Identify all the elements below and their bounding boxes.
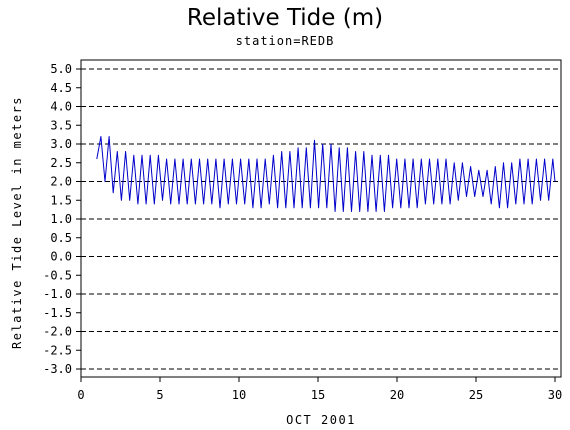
- y-tick-label: 1.0: [50, 212, 72, 226]
- y-tick-label: 2.5: [50, 156, 72, 170]
- y-tick-label: -0.5: [43, 268, 72, 282]
- axes: [76, 59, 562, 382]
- y-tick-label: -2.0: [43, 325, 72, 339]
- y-tick-label: 0.0: [50, 250, 72, 264]
- axis-labels: 5.0 4.5 4.0 3.5 3.0 2.5 2.0 1.5 1.0 0.5 0.0 -0.5 -1.…: [10, 62, 562, 427]
- y-tick-label: 3.0: [50, 137, 72, 151]
- x-tick-label: 0: [77, 388, 84, 402]
- y-tick-label: 1.5: [50, 193, 72, 207]
- y-tick-label: -3.0: [43, 362, 72, 376]
- chart-subtitle: station=REDB: [235, 34, 335, 48]
- y-tick-label: 4.5: [50, 81, 72, 95]
- y-tick-label: -1.0: [43, 287, 72, 301]
- x-tick-label: 10: [232, 388, 246, 402]
- y-tick-label: 0.5: [50, 231, 72, 245]
- y-tick-label: 4.0: [50, 100, 72, 114]
- x-tick-label: 20: [390, 388, 404, 402]
- x-tick-label: 15: [311, 388, 325, 402]
- grid-lines: [81, 68, 561, 370]
- x-tick-label: 5: [156, 388, 163, 402]
- y-tick-label: 2.0: [50, 175, 72, 189]
- series-layer: [96, 136, 556, 212]
- x-tick-label: 30: [548, 388, 562, 402]
- y-tick-label: -1.5: [43, 306, 72, 320]
- chart-title: Relative Tide (m): [186, 5, 384, 31]
- y-axis-label: Relative Tide Level in meters: [10, 96, 24, 349]
- y-tick-label: -2.5: [43, 343, 72, 357]
- y-tick-label: 5.0: [50, 62, 72, 76]
- x-axis-label: OCT 2001: [286, 413, 356, 427]
- y-tick-label: 3.5: [50, 118, 72, 132]
- x-tick-label: 25: [469, 388, 483, 402]
- tide-series-line: [96, 136, 556, 212]
